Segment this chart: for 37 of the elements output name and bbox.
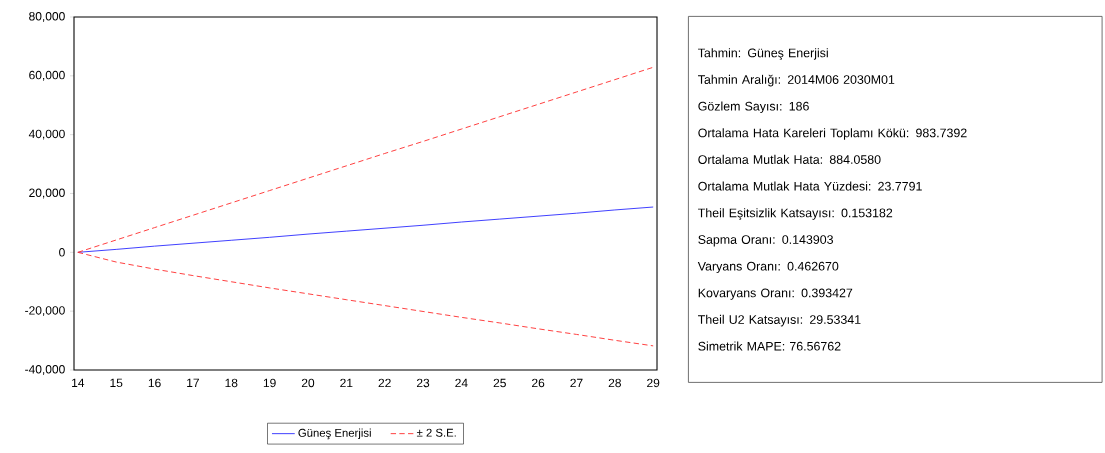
- y-tick-label: 0: [59, 248, 65, 257]
- text: Theil U2 Katsayısı: 29.53341: [698, 314, 861, 327]
- x-tick-label: 24: [455, 378, 468, 388]
- x-tick-label: 20: [301, 378, 315, 388]
- y-tick-label: 80,000: [29, 12, 65, 22]
- x-tick-label: 14: [72, 378, 85, 387]
- text: Varyans Oranı: 0.462670: [697, 261, 839, 274]
- text: Ortalama Mutlak Hata: 884.0580: [698, 154, 881, 164]
- x-tick-label: 16: [148, 378, 161, 388]
- x-tick-label: 28: [608, 378, 621, 388]
- text: Kovaryans Oranı: 0.393427: [698, 288, 853, 300]
- x-tick-label: 27: [570, 378, 583, 388]
- x-tick-label: 21: [340, 378, 353, 388]
- text: Tahmin: Güneş Enerjisi: [698, 48, 828, 60]
- y-tick-label: -40,000: [25, 365, 65, 375]
- text: Gözlem Sayısı: 186: [698, 101, 809, 114]
- y-tick-label: 40,000: [28, 129, 65, 140]
- x-tick-label: 29: [647, 378, 660, 388]
- text: Ortalama Mutlak Hata Yüzdesi: 23.7791: [698, 181, 922, 191]
- text: Ortalama Hata Kareleri Toplamı Kökü: 983.7392: [698, 128, 967, 140]
- y-tick-label: 60,000: [29, 70, 65, 81]
- text: Simetrik MAPE: 76.56762: [698, 341, 841, 351]
- x-tick-label: 17: [187, 378, 199, 387]
- y-tick-label: 20,000: [29, 188, 65, 199]
- text: Theil Eşitsizlik Katsayısı: 0.153182: [698, 208, 893, 220]
- text: Sapma Oranı: 0.143903: [698, 235, 833, 247]
- x-tick-label: 22: [378, 378, 391, 388]
- x-tick-label: 19: [263, 378, 276, 388]
- legend-label: Güneş Enerjisi: [298, 428, 371, 440]
- legend-label: ± 2 S.E.: [416, 428, 456, 437]
- x-tick-label: 15: [110, 378, 123, 388]
- x-tick-label: 23: [416, 378, 430, 388]
- y-tick-label: -20,000: [25, 306, 65, 317]
- text: Tahmin Aralığı: 2014M06 2030M01: [698, 74, 895, 87]
- x-tick-label: 26: [532, 378, 545, 388]
- x-tick-label: 25: [493, 378, 506, 388]
- x-tick-label: 18: [225, 378, 238, 388]
